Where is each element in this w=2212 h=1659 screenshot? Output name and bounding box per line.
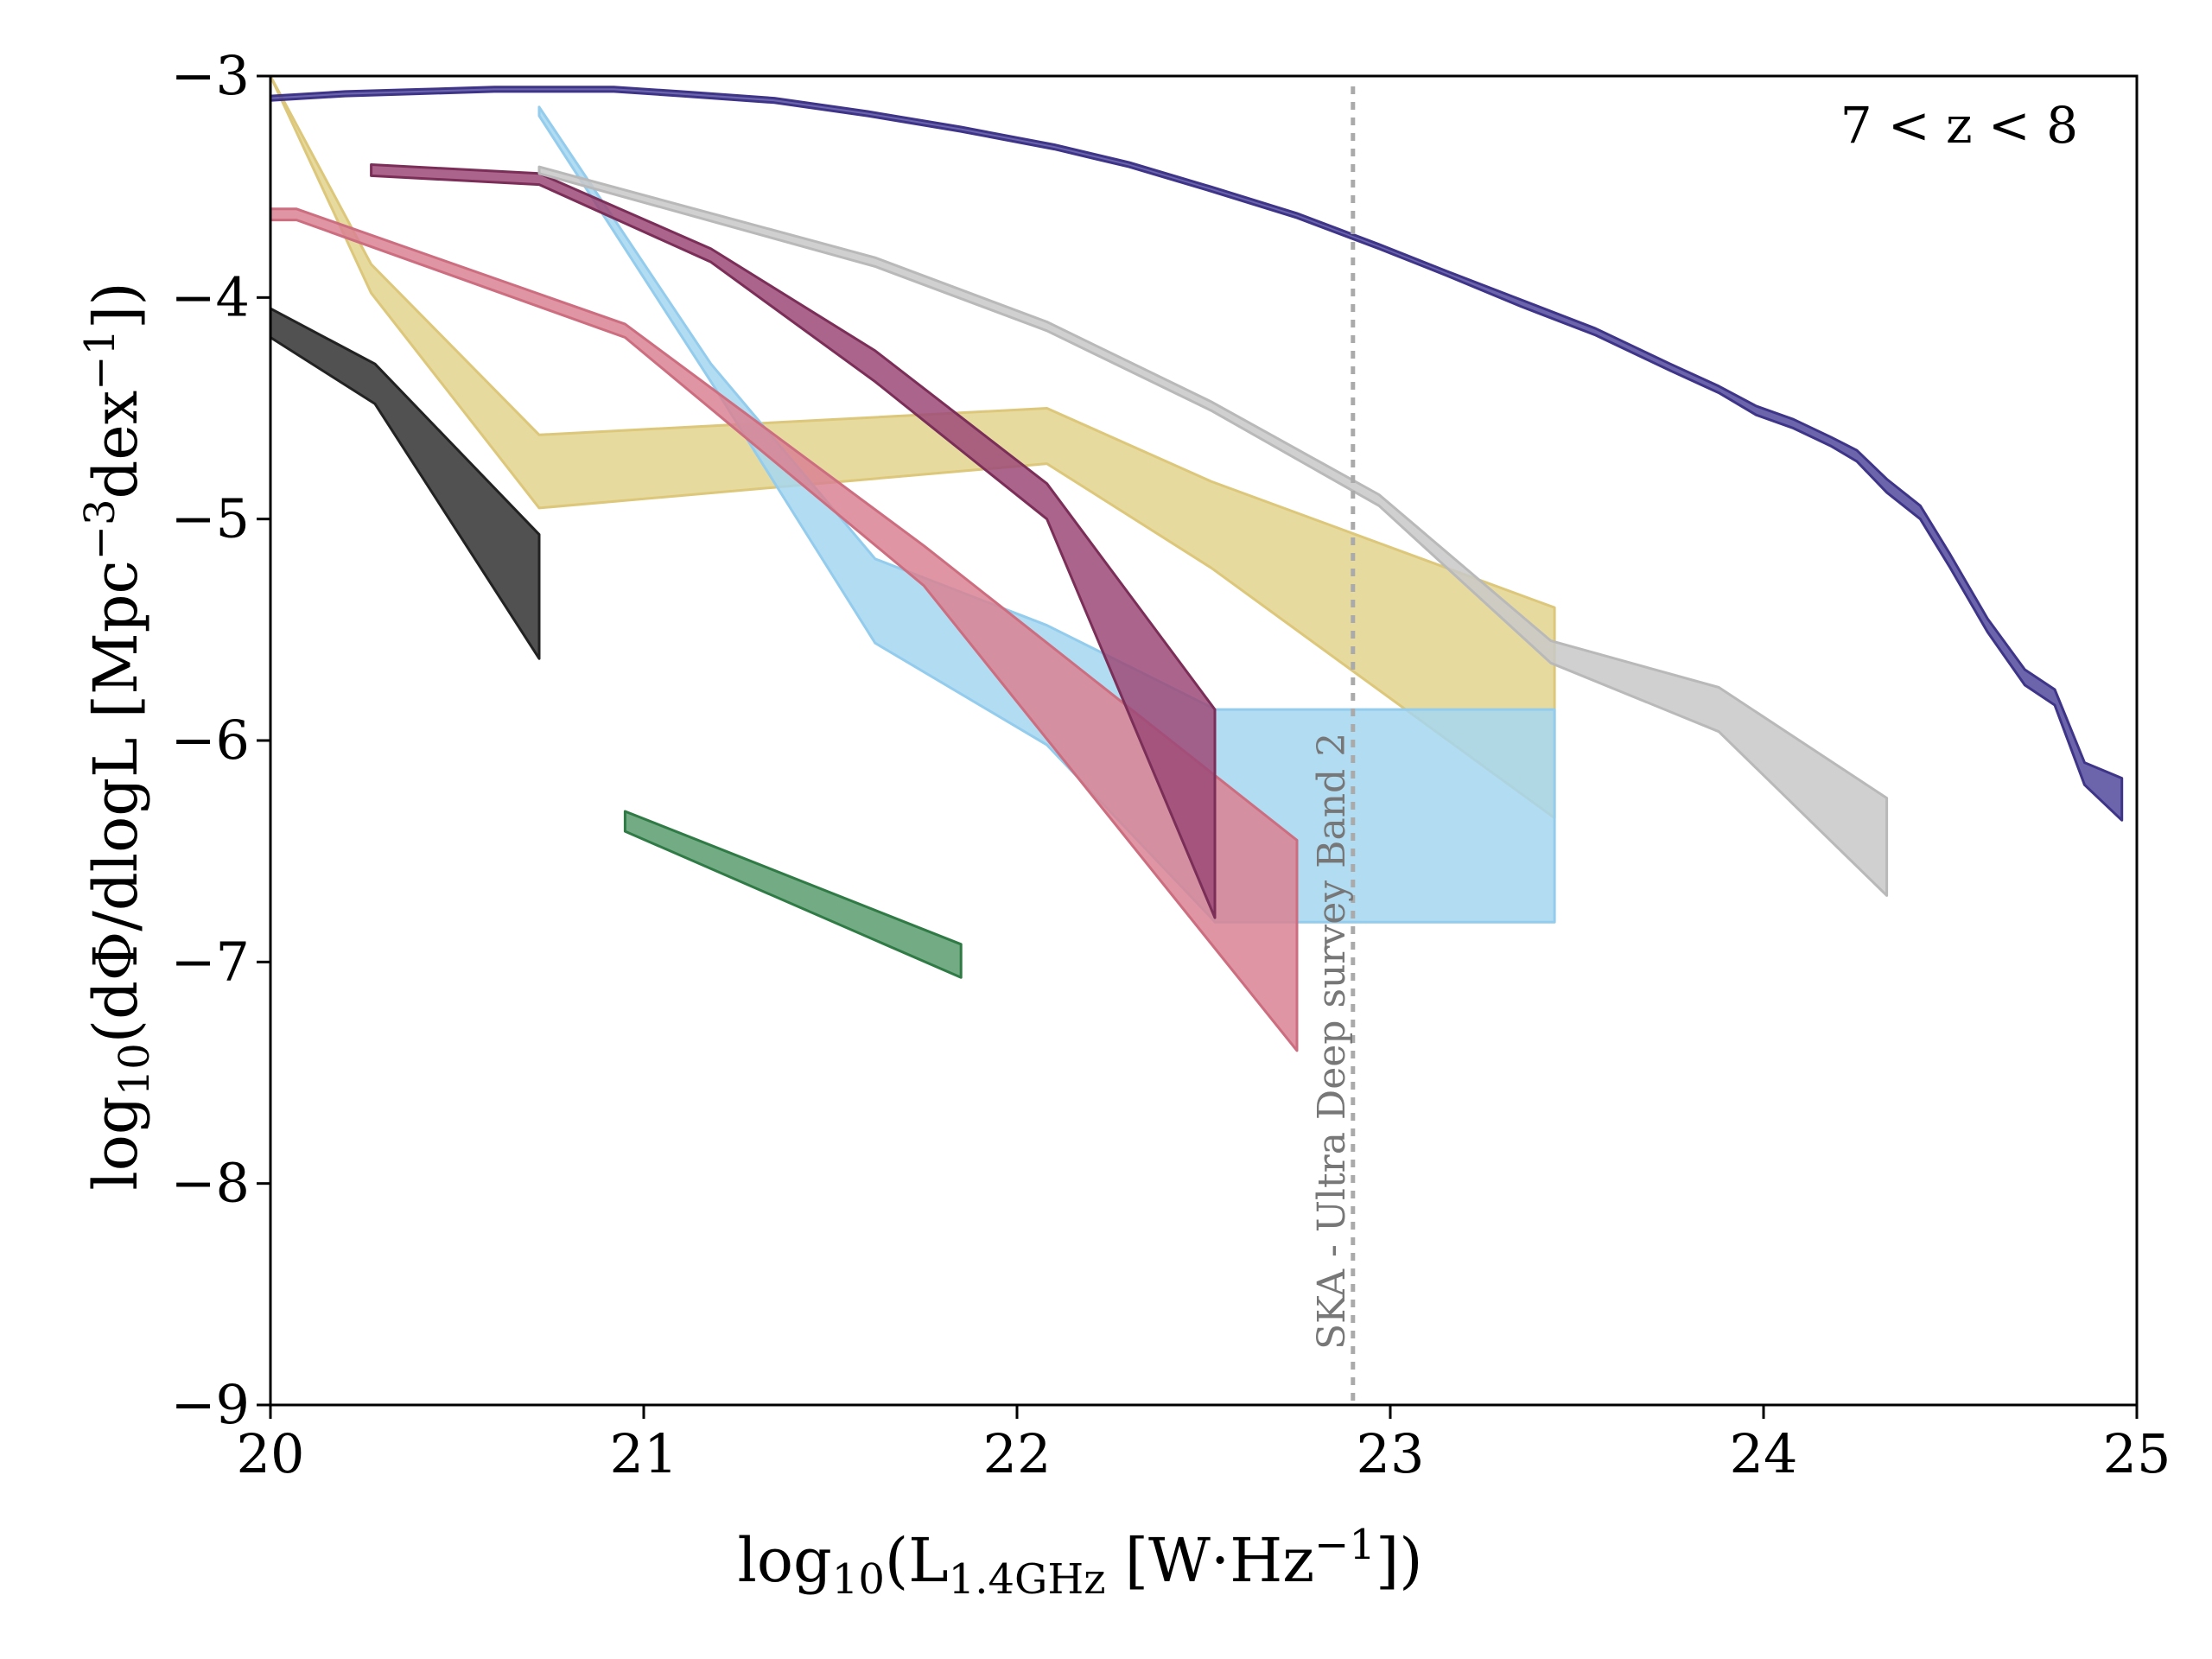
y-tick-label: −8 — [171, 1152, 250, 1215]
band-gray — [537, 165, 1889, 897]
y-axis-title-group: log10(dΦ/dlogL [Mpc−3dex−1]) — [76, 282, 159, 1190]
y-tick-label: −7 — [171, 930, 250, 993]
band-rose — [270, 207, 1299, 1052]
y-tick-label: −6 — [171, 709, 250, 772]
x-tick-label: 24 — [1730, 1422, 1798, 1485]
y-tick-label: −5 — [171, 487, 250, 550]
band-indigo — [270, 86, 2124, 822]
x-axis-ticks: 20 21 22 23 24 25 — [237, 1405, 2171, 1485]
x-tick-label: 21 — [610, 1422, 678, 1485]
y-tick-label: −3 — [171, 44, 250, 107]
ska-line-label: SKA - Ultra Deep survey Band 2 — [1310, 733, 1354, 1350]
x-axis-title: log10(L1.4GHz [W·Hz−1]) — [737, 1521, 1422, 1604]
x-tick-label: 23 — [1357, 1422, 1425, 1485]
ska-reference-line: SKA - Ultra Deep survey Band 2 — [1310, 86, 1356, 1405]
y-axis-title: log10(dΦ/dlogL [Mpc−3dex−1]) — [76, 282, 159, 1190]
x-tick-label: 20 — [237, 1422, 305, 1485]
band-plum — [370, 163, 1217, 919]
band-green — [623, 810, 963, 979]
y-tick-label: −9 — [171, 1373, 250, 1436]
redshift-annotation: 7 < z < 8 — [1840, 96, 2078, 155]
band-black — [270, 307, 541, 660]
series-bands — [270, 76, 2124, 1052]
x-tick-label: 22 — [983, 1422, 1052, 1485]
y-tick-label: −4 — [171, 265, 250, 328]
x-tick-label: 25 — [2103, 1422, 2171, 1485]
y-axis-ticks: −3 −4 −5 −6 −7 −8 −9 — [171, 44, 270, 1436]
